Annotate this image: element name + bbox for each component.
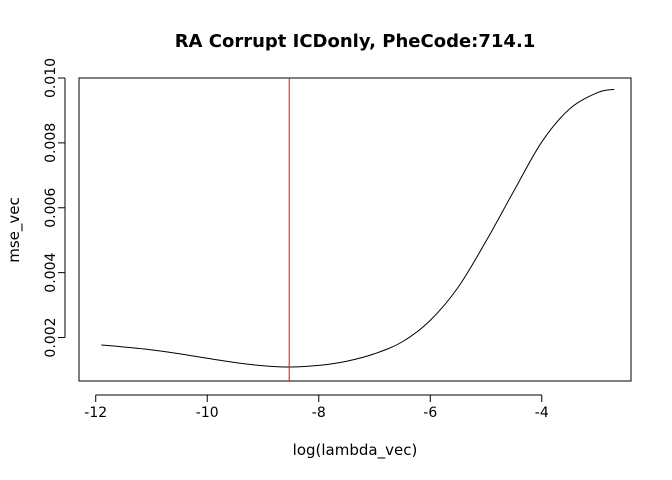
x-tick-label: -10 (196, 405, 219, 421)
plot-area-border (78, 77, 632, 382)
y-tick-label: 0.004 (43, 253, 59, 293)
x-tick-label: -12 (84, 405, 107, 421)
x-axis-label: log(lambda_vec) (293, 441, 418, 460)
y-tick-label: 0.006 (43, 188, 59, 228)
chart-title: RA Corrupt ICDonly, PheCode:714.1 (175, 31, 536, 52)
series-line (101, 88, 615, 368)
x-tick-label: -4 (535, 405, 549, 421)
axes: -12 -10 -8 -6 -4 0.002 0.004 0.006 0.008 0.010 (43, 58, 549, 421)
y-tick-label: 0.008 (43, 123, 59, 163)
y-tick-label: 0.010 (43, 58, 59, 98)
series-layer (101, 78, 615, 381)
x-tick-label: -6 (423, 405, 437, 421)
x-tick-label: -8 (312, 405, 326, 421)
y-axis-label: mse_vec (5, 197, 24, 263)
y-tick-label: 0.002 (43, 317, 59, 357)
